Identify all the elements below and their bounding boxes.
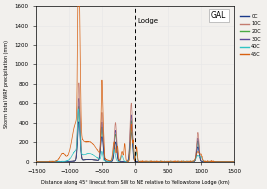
- X-axis label: Distance along 45° linecut from SW to NE relative to Yellowstone Lodge (km): Distance along 45° linecut from SW to NE…: [41, 180, 230, 185]
- Text: GAL: GAL: [211, 11, 226, 20]
- Legend: 0C, 10C, 20C, 30C, 40C, 45C: 0C, 10C, 20C, 30C, 40C, 45C: [238, 12, 263, 59]
- Text: Lodge: Lodge: [137, 18, 158, 24]
- Y-axis label: Storm total WRF precipitation (mm): Storm total WRF precipitation (mm): [4, 40, 9, 128]
